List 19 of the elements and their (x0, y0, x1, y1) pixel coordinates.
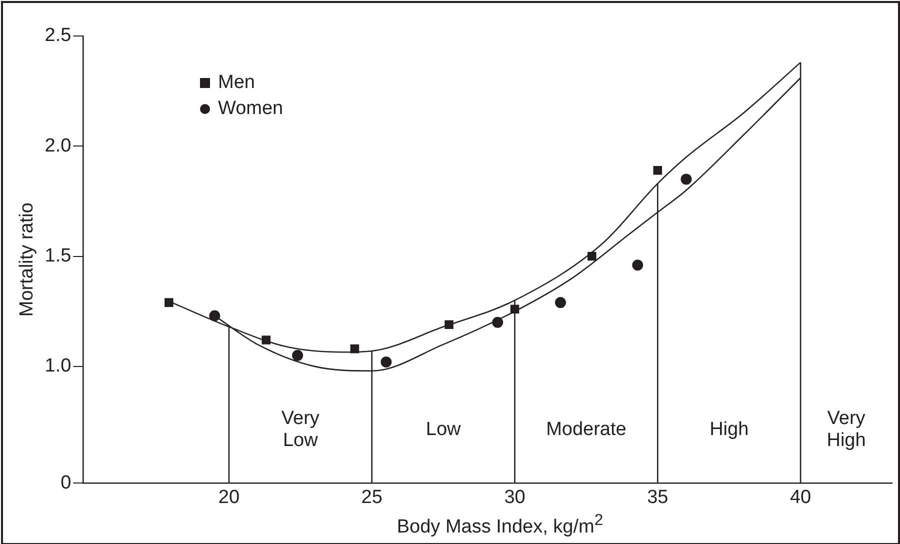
x-tick-label: 35 (647, 486, 668, 508)
y-tick-label: 2.0 (44, 135, 72, 156)
annotation: High (710, 418, 749, 440)
annotation: Very Low (281, 408, 320, 451)
legend-label: Men (218, 71, 255, 95)
y-axis-title: Mortality ratio (16, 202, 38, 317)
annotation: Low (426, 418, 462, 440)
y-tick-label: 1.5 (44, 246, 72, 267)
annotation: Very High (826, 408, 866, 451)
x-tick-label: 25 (361, 486, 382, 508)
legend-label: Women (218, 97, 284, 121)
y-tick-label: 2.5 (44, 25, 72, 46)
x-tick-label: 20 (218, 486, 240, 508)
x-tick-label: 30 (504, 486, 526, 508)
x-axis-title: Body Mass Index, kg/m$^{2}$ (396, 512, 604, 538)
x-tick-label: 40 (790, 486, 812, 508)
annotation: Moderate (546, 418, 626, 440)
y-tick-label: 0 (60, 472, 72, 494)
y-tick-label: 1.0 (44, 356, 72, 377)
